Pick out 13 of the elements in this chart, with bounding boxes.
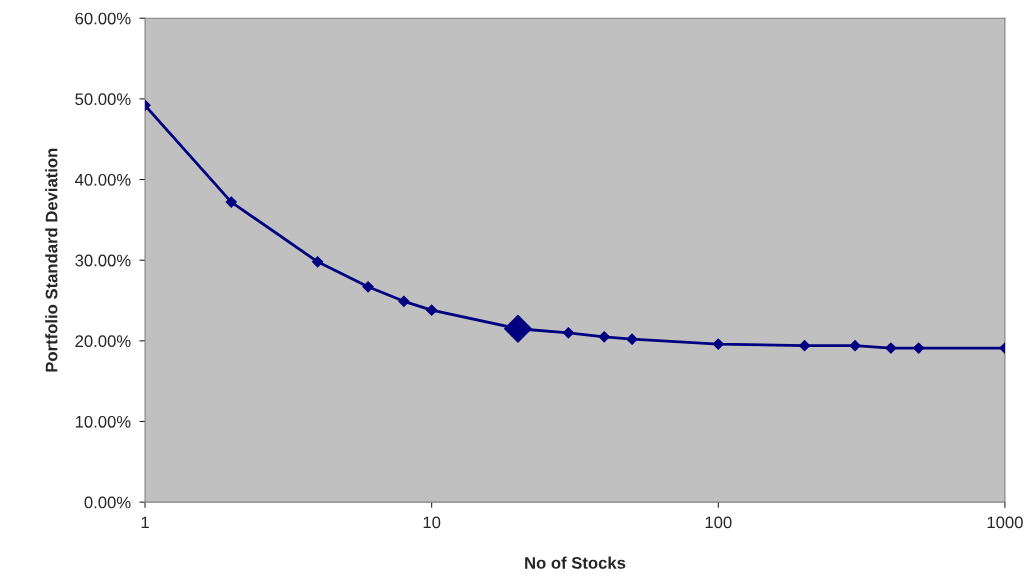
y-tick-label: 50.00% bbox=[75, 93, 131, 106]
x-tick-label: 1000 bbox=[987, 516, 1023, 529]
y-tick-label: 0.00% bbox=[84, 496, 131, 509]
y-tick-label: 40.00% bbox=[75, 173, 131, 186]
x-tick-label: 1 bbox=[141, 516, 149, 529]
y-tick-label: 20.00% bbox=[75, 335, 131, 348]
x-tick-label: 100 bbox=[705, 516, 732, 529]
y-tick-label: 10.00% bbox=[75, 415, 131, 428]
y-tick-label: 60.00% bbox=[75, 12, 131, 25]
x-axis-title: No of Stocks bbox=[525, 556, 626, 569]
y-axis-title: Portfolio Standard Deviation bbox=[45, 148, 58, 372]
y-tick-label: 30.00% bbox=[75, 254, 131, 267]
x-tick-label: 10 bbox=[423, 516, 441, 529]
